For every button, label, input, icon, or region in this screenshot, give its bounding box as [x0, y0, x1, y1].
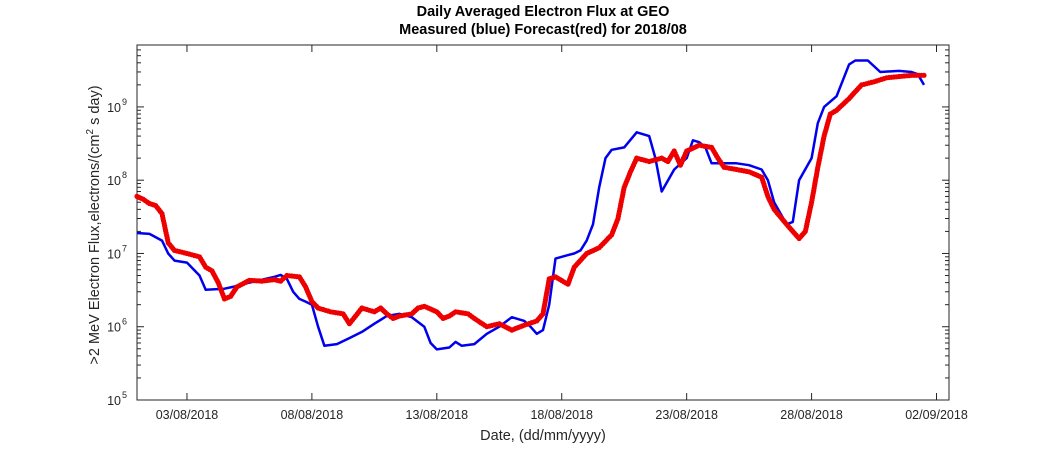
x-tick-label: 23/08/2018 [655, 408, 718, 422]
y-tick-label: 10 [107, 174, 121, 188]
y-tick-exponent: 9 [122, 97, 127, 107]
x-tick-label: 18/08/2018 [530, 408, 593, 422]
x-tick-label: 08/08/2018 [281, 408, 344, 422]
y-axis-label-suffix: s day) [86, 85, 103, 129]
plot-area [136, 44, 950, 401]
y-tick-label: 10 [107, 247, 121, 261]
series-0-line [136, 59, 926, 351]
x-axis-label: Date, (dd/mm/yyyy) [480, 428, 606, 444]
x-tick-label: 13/08/2018 [406, 408, 469, 422]
y-tick-exponent: 7 [122, 243, 127, 253]
y-axis-label-main: >2 MeV Electron Flux,electrons/(cm [86, 134, 103, 365]
x-tick-label: 02/09/2018 [905, 408, 968, 422]
y-axis-label-sup: 2 [85, 128, 97, 135]
x-tick-label: 03/08/2018 [156, 408, 219, 422]
y-tick-exponent: 6 [122, 317, 127, 327]
y-tick-label: 10 [107, 101, 121, 115]
y-tick-label: 10 [107, 321, 121, 335]
chart-subtitle: Measured (blue) Forecast(red) for 2018/0… [399, 22, 687, 38]
x-tick-label: 28/08/2018 [780, 408, 843, 422]
y-tick-exponent: 8 [122, 170, 127, 180]
y-tick-label: 10 [107, 394, 121, 408]
y-tick-exponent: 5 [122, 390, 127, 400]
chart-title: Daily Averaged Electron Flux at GEO [416, 4, 670, 20]
series-1-point [921, 72, 927, 78]
